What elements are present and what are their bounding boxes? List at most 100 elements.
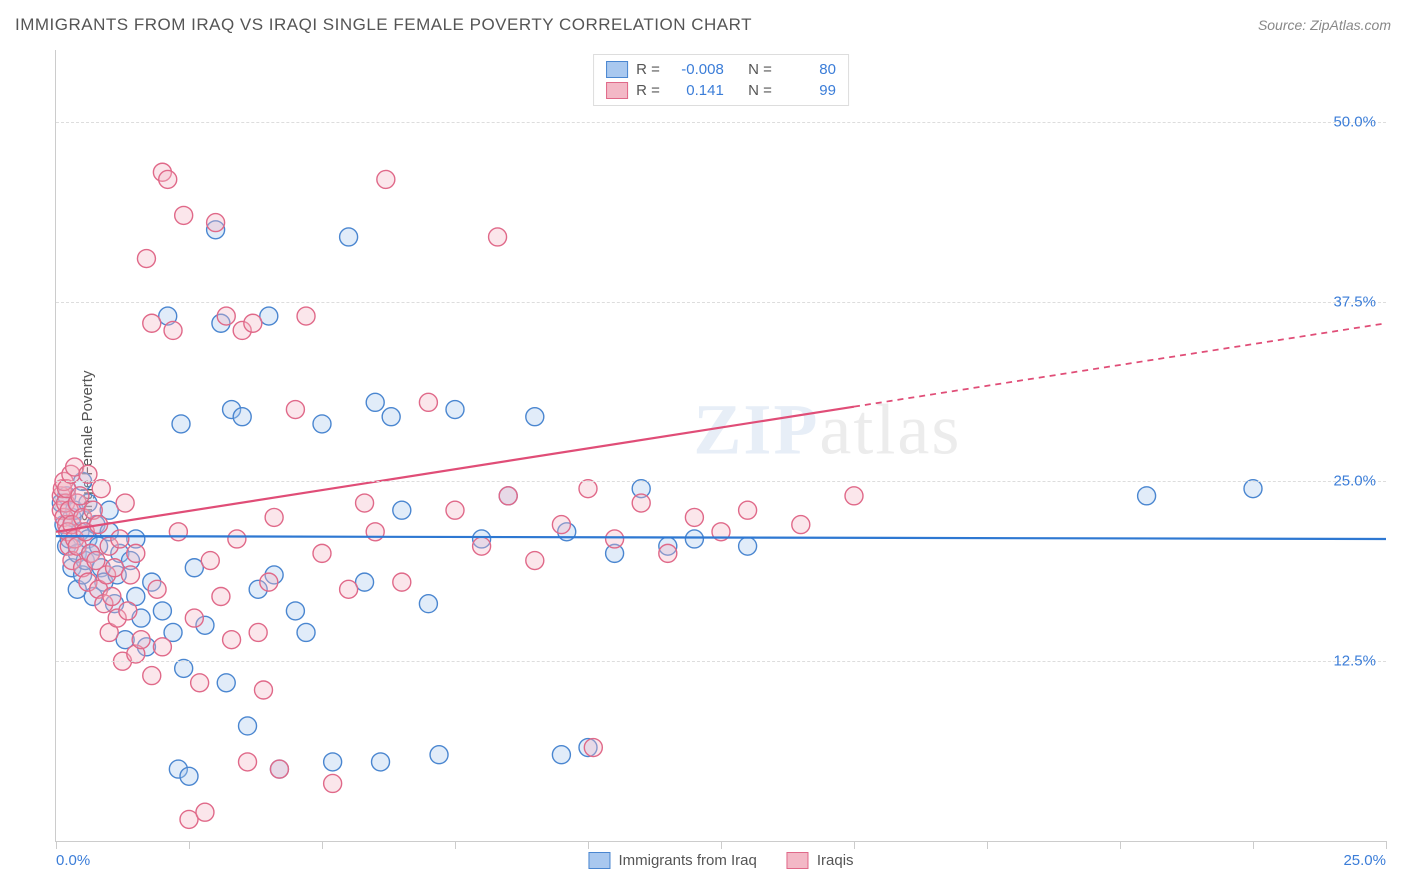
- source-label: Source:: [1258, 17, 1306, 33]
- header: IMMIGRANTS FROM IRAQ VS IRAQI SINGLE FEM…: [15, 15, 1391, 35]
- r-value-0: -0.008: [668, 61, 724, 78]
- legend-stats-box: R = -0.008 N = 80 R = 0.141 N = 99: [593, 54, 849, 106]
- r-label-1: R =: [636, 82, 660, 99]
- scatter-point: [324, 774, 342, 792]
- scatter-point: [265, 508, 283, 526]
- plot-area: ZIPatlas R = -0.008 N = 80 R = 0.141 N =…: [55, 50, 1386, 842]
- legend-bottom-item-0: Immigrants from Iraq: [588, 852, 756, 869]
- x-tick: [987, 841, 988, 849]
- scatter-point: [685, 530, 703, 548]
- scatter-point: [254, 681, 272, 699]
- scatter-point: [233, 408, 251, 426]
- scatter-point: [606, 530, 624, 548]
- scatter-point: [313, 415, 331, 433]
- scatter-point: [223, 631, 241, 649]
- scatter-point: [393, 573, 411, 591]
- y-tick-label: 12.5%: [1333, 653, 1376, 670]
- scatter-point: [473, 537, 491, 555]
- y-tick-label: 25.0%: [1333, 473, 1376, 490]
- scatter-point: [217, 674, 235, 692]
- scatter-point: [526, 408, 544, 426]
- legend-swatch-0: [606, 61, 628, 78]
- x-axis-max-label: 25.0%: [1343, 852, 1386, 869]
- scatter-point: [430, 746, 448, 764]
- scatter-point: [196, 803, 214, 821]
- scatter-point: [239, 717, 257, 735]
- scatter-point: [103, 588, 121, 606]
- scatter-point: [185, 559, 203, 577]
- scatter-point: [526, 552, 544, 570]
- scatter-point: [340, 580, 358, 598]
- x-tick: [189, 841, 190, 849]
- scatter-point: [446, 401, 464, 419]
- x-tick: [588, 841, 589, 849]
- scatter-point: [260, 307, 278, 325]
- gridline-h: [56, 661, 1386, 662]
- scatter-point: [121, 566, 139, 584]
- chart-container: IMMIGRANTS FROM IRAQ VS IRAQI SINGLE FEM…: [0, 0, 1406, 892]
- legend-bottom-swatch-1: [787, 852, 809, 869]
- scatter-point: [584, 739, 602, 757]
- scatter-point: [143, 667, 161, 685]
- scatter-point: [143, 314, 161, 332]
- scatter-point: [489, 228, 507, 246]
- scatter-point: [340, 228, 358, 246]
- scatter-point: [297, 623, 315, 641]
- x-tick: [854, 841, 855, 849]
- scatter-point: [180, 810, 198, 828]
- scatter-point: [148, 580, 166, 598]
- scatter-point: [71, 487, 89, 505]
- scatter-point: [270, 760, 288, 778]
- scatter-point: [419, 393, 437, 411]
- scatter-point: [393, 501, 411, 519]
- scatter-point: [159, 170, 177, 188]
- legend-bottom-label-1: Iraqis: [817, 852, 854, 869]
- gridline-h: [56, 481, 1386, 482]
- scatter-point: [137, 250, 155, 268]
- scatter-point: [382, 408, 400, 426]
- gridline-h: [56, 302, 1386, 303]
- y-tick-label: 37.5%: [1333, 293, 1376, 310]
- scatter-point: [127, 544, 145, 562]
- scatter-point: [244, 314, 262, 332]
- scatter-point: [632, 494, 650, 512]
- scatter-point: [228, 530, 246, 548]
- scatter-point: [153, 602, 171, 620]
- legend-stats-row-0: R = -0.008 N = 80: [606, 59, 836, 80]
- scatter-point: [207, 214, 225, 232]
- scatter-point: [499, 487, 517, 505]
- r-value-1: 0.141: [668, 82, 724, 99]
- scatter-point: [372, 753, 390, 771]
- scatter-point: [201, 552, 219, 570]
- scatter-point: [111, 530, 129, 548]
- scatter-point: [356, 573, 374, 591]
- legend-stats-row-1: R = 0.141 N = 99: [606, 80, 836, 101]
- scatter-point: [116, 494, 134, 512]
- scatter-point: [552, 516, 570, 534]
- trend-line: [56, 536, 1386, 539]
- scatter-point: [297, 307, 315, 325]
- chart-title: IMMIGRANTS FROM IRAQ VS IRAQI SINGLE FEM…: [15, 15, 752, 35]
- n-value-1: 99: [780, 82, 836, 99]
- scatter-point: [552, 746, 570, 764]
- scatter-point: [119, 602, 137, 620]
- x-tick: [1386, 841, 1387, 849]
- y-tick-label: 50.0%: [1333, 113, 1376, 130]
- scatter-point: [132, 631, 150, 649]
- legend-bottom: Immigrants from Iraq Iraqis: [588, 852, 853, 869]
- scatter-point: [191, 674, 209, 692]
- x-tick: [455, 841, 456, 849]
- scatter-point: [446, 501, 464, 519]
- source-name: ZipAtlas.com: [1310, 17, 1391, 33]
- scatter-point: [106, 559, 124, 577]
- scatter-point: [153, 638, 171, 656]
- scatter-point: [324, 753, 342, 771]
- legend-bottom-swatch-0: [588, 852, 610, 869]
- scatter-point: [286, 602, 304, 620]
- r-label-0: R =: [636, 61, 660, 78]
- scatter-point: [239, 753, 257, 771]
- x-tick: [1253, 841, 1254, 849]
- source-attribution: Source: ZipAtlas.com: [1258, 17, 1391, 33]
- x-axis-min-label: 0.0%: [56, 852, 90, 869]
- scatter-point: [659, 544, 677, 562]
